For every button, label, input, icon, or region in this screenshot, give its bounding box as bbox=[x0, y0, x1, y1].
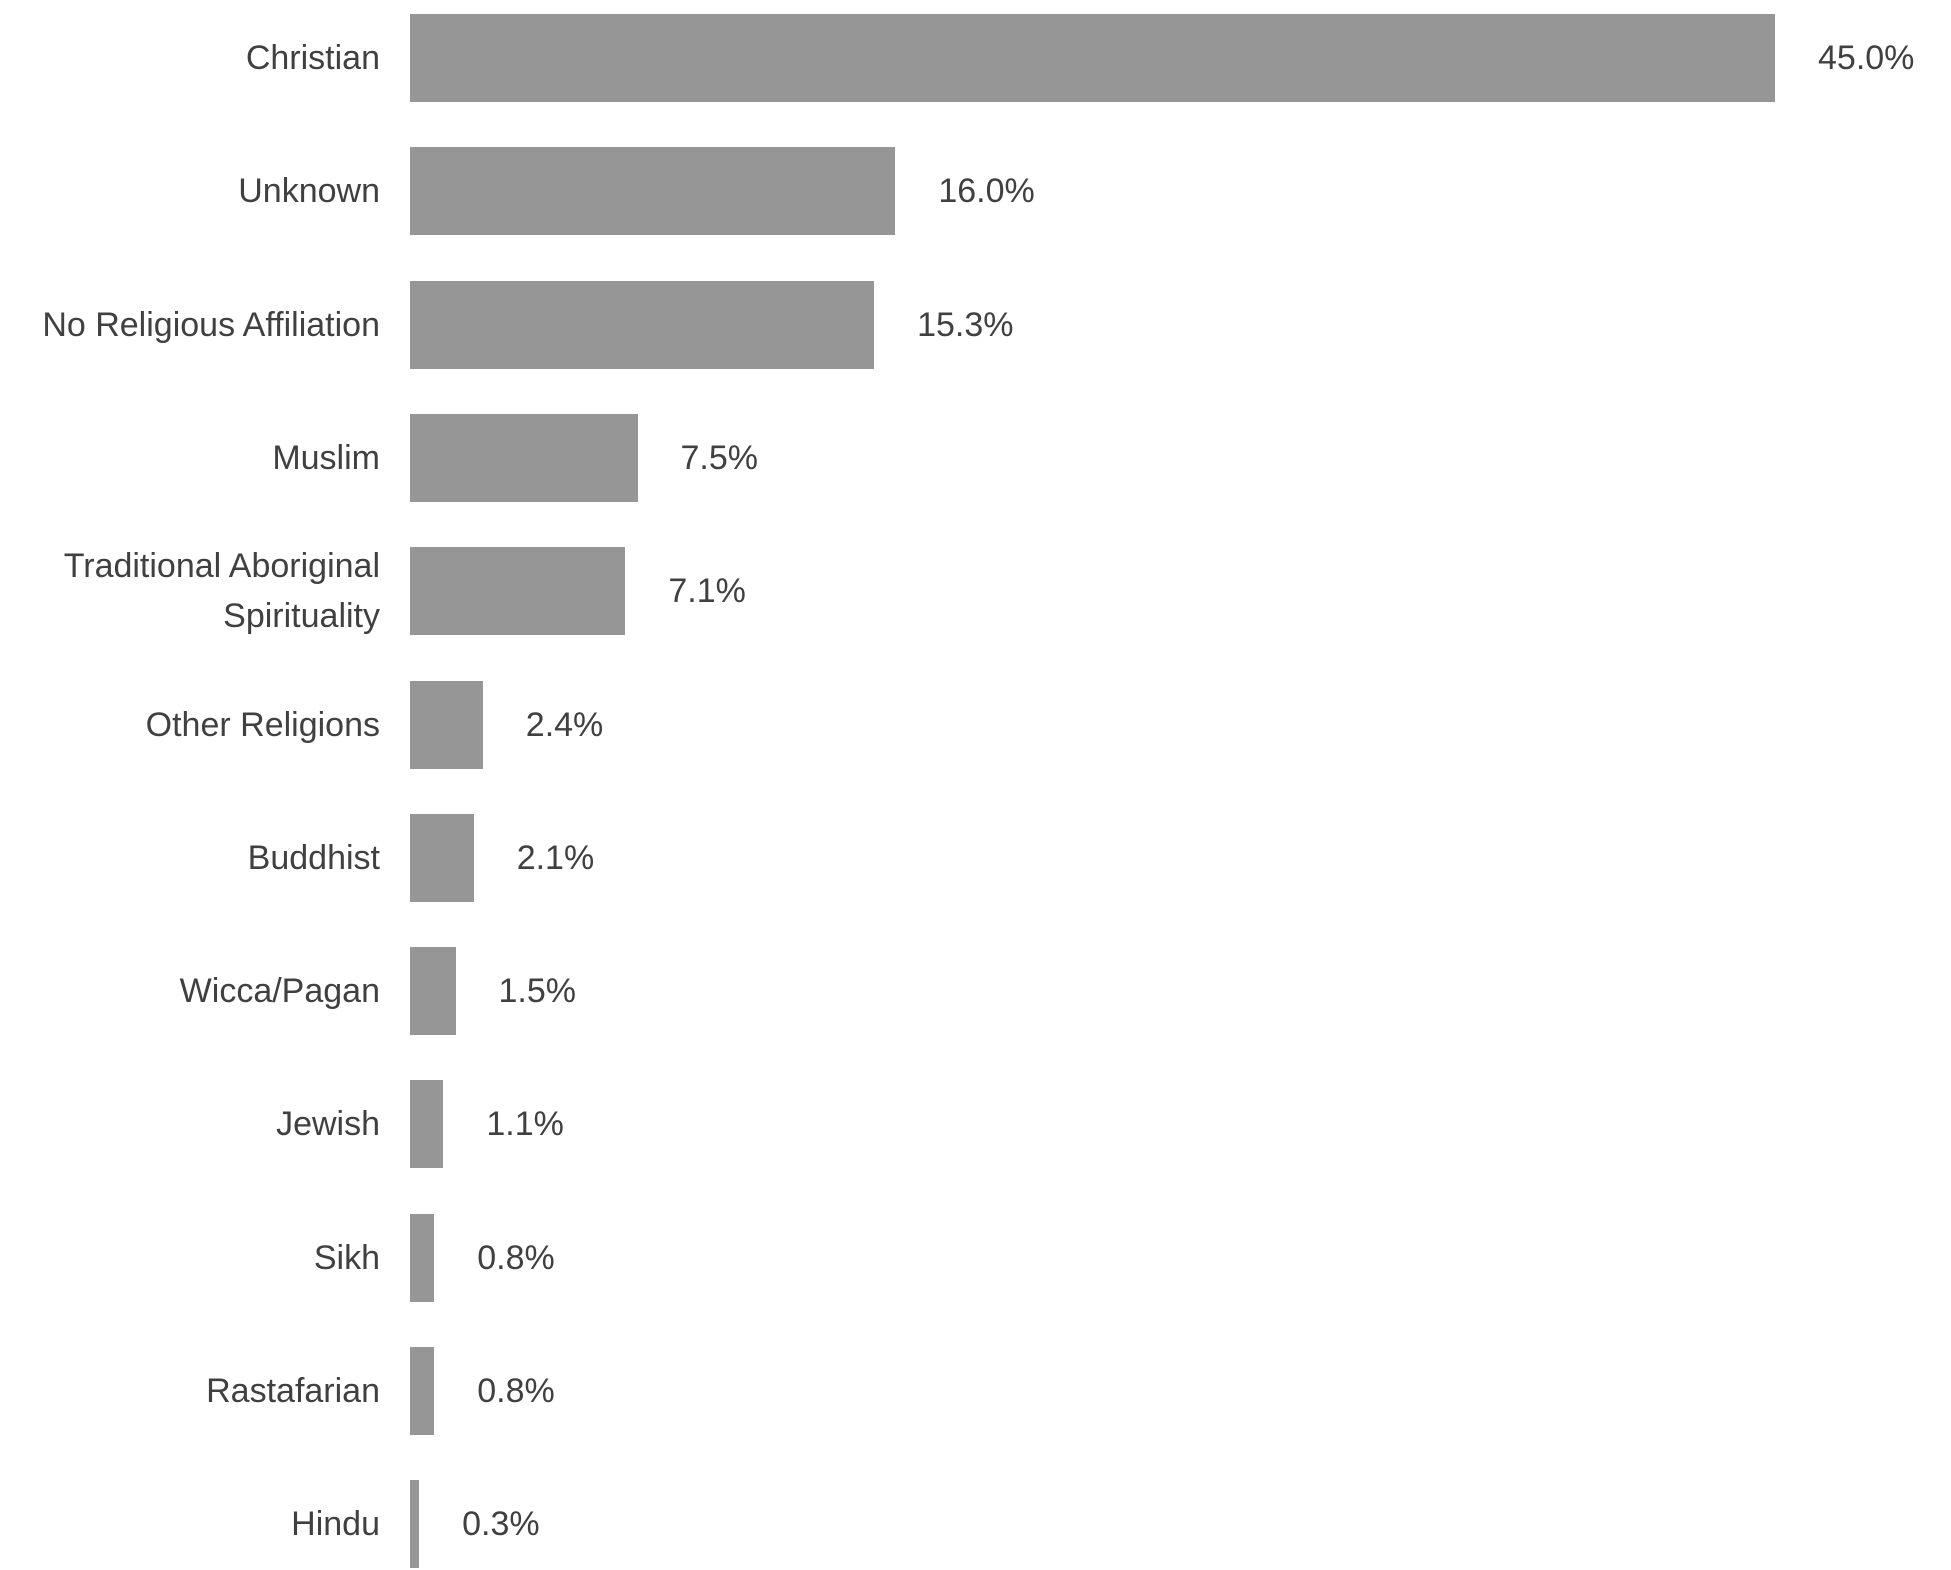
value-label: 1.5% bbox=[498, 972, 577, 1011]
value-label: 0.3% bbox=[462, 1505, 540, 1544]
category-label: Muslim bbox=[272, 438, 380, 477]
bar bbox=[410, 680, 483, 769]
category-label: Wicca/Pagan bbox=[179, 972, 380, 1011]
category-label: Other Religions bbox=[145, 705, 380, 744]
bar bbox=[410, 147, 896, 236]
value-label: 15.3% bbox=[917, 305, 1014, 344]
bar bbox=[410, 947, 456, 1036]
bar bbox=[410, 1080, 444, 1169]
value-label: 1.1% bbox=[486, 1105, 564, 1144]
bar bbox=[410, 547, 626, 636]
bar bbox=[410, 813, 474, 902]
value-label: 45.0% bbox=[1818, 39, 1915, 77]
value-label: 0.8% bbox=[477, 1238, 555, 1277]
value-label: 0.8% bbox=[477, 1372, 555, 1410]
value-label: 2.4% bbox=[525, 705, 604, 744]
bar bbox=[410, 1213, 435, 1302]
value-label: 7.5% bbox=[680, 438, 759, 477]
category-label: Unknown bbox=[238, 172, 380, 211]
category-label: Rastafarian bbox=[206, 1372, 380, 1410]
value-label: 7.1% bbox=[668, 572, 746, 611]
bar bbox=[410, 413, 638, 502]
bar bbox=[410, 1347, 435, 1435]
value-label: 2.1% bbox=[516, 838, 595, 877]
category-label: Hindu bbox=[291, 1505, 380, 1544]
category-label: Jewish bbox=[276, 1105, 380, 1144]
bar bbox=[410, 14, 1775, 102]
category-label: Sikh bbox=[313, 1238, 380, 1277]
bar bbox=[410, 1480, 420, 1569]
bar bbox=[410, 280, 875, 369]
category-label: No Religious Affiliation bbox=[42, 305, 380, 344]
category-label: Buddhist bbox=[247, 838, 380, 877]
category-label: Traditional Aboriginal Spirituality bbox=[63, 547, 380, 636]
category-label: Christian bbox=[245, 39, 380, 77]
value-label: 16.0% bbox=[938, 172, 1035, 211]
